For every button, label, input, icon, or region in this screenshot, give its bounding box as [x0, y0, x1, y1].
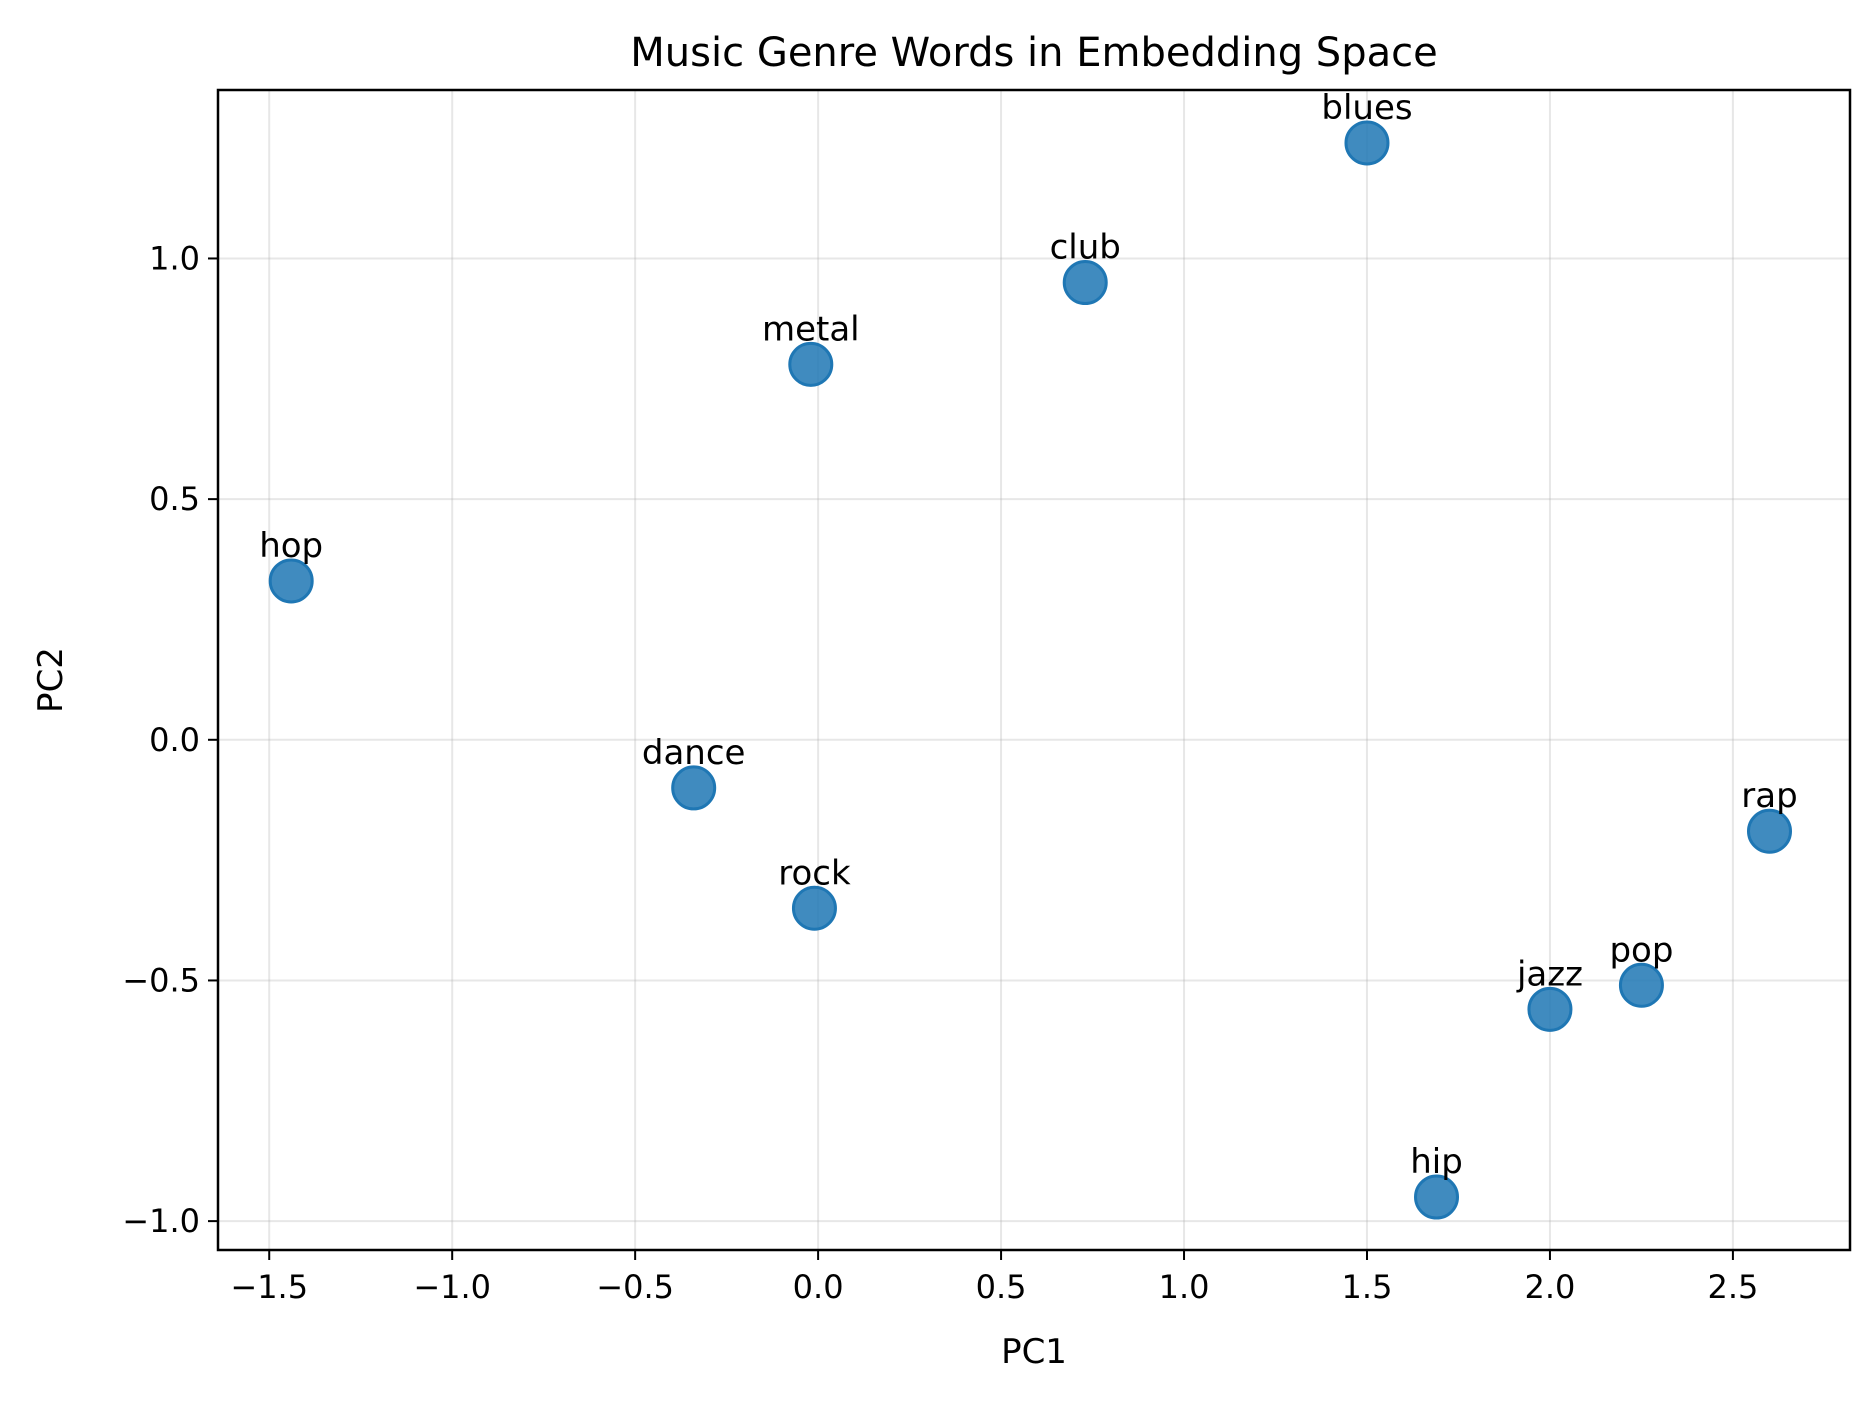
point-label-rap: rap: [1741, 776, 1797, 816]
point-rock: [791, 885, 837, 931]
x-tick-label: 1.5: [1342, 1268, 1393, 1306]
x-axis-ticks: −1.5 −1.0 −0.5 0.0 0.5 1.0 1.5 2.0 2.5: [230, 1250, 1758, 1306]
x-tick-label: −1.5: [230, 1268, 308, 1306]
y-tick-label: −0.5: [122, 961, 200, 999]
point-label-hip: hip: [1410, 1142, 1463, 1182]
x-tick-label: −1.0: [413, 1268, 491, 1306]
point-hop: [268, 558, 314, 604]
x-tick-label: 2.0: [1525, 1268, 1576, 1306]
point-label-rock: rock: [778, 853, 851, 893]
y-tick-label: −1.0: [122, 1202, 200, 1240]
y-tick-label: 0.5: [149, 480, 200, 518]
x-tick-label: 0.0: [793, 1268, 844, 1306]
point-club: [1062, 260, 1108, 306]
point-metal: [788, 341, 834, 387]
y-axis-label: PC2: [31, 647, 71, 713]
point-pop: [1618, 962, 1664, 1008]
point-label-jazz: jazz: [1516, 954, 1583, 994]
x-tick-label: −0.5: [596, 1268, 674, 1306]
point-dance: [671, 765, 717, 811]
y-axis-ticks: −1.0 −0.5 0.0 0.5 1.0: [122, 239, 218, 1240]
chart-title: Music Genre Words in Embedding Space: [630, 30, 1437, 76]
x-tick-label: 1.0: [1159, 1268, 1210, 1306]
y-tick-label: 1.0: [149, 239, 200, 277]
y-tick-label: 0.0: [149, 721, 200, 759]
point-hip: [1414, 1174, 1460, 1220]
point-label-hop: hop: [259, 526, 323, 566]
point-label-blues: blues: [1321, 88, 1412, 128]
point-blues: [1344, 120, 1390, 166]
point-rap: [1746, 808, 1792, 854]
point-label-metal: metal: [762, 309, 860, 349]
plot-frame: [216, 88, 1852, 1252]
x-tick-label: 0.5: [976, 1268, 1027, 1306]
x-axis-label: PC1: [1001, 1332, 1067, 1372]
point-jazz: [1527, 986, 1573, 1032]
point-label-dance: dance: [642, 733, 746, 773]
x-tick-label: 2.5: [1707, 1268, 1758, 1306]
point-label-pop: pop: [1609, 930, 1673, 970]
grid-lines: [218, 90, 1850, 1250]
point-label-club: club: [1050, 228, 1121, 268]
data-points: [268, 120, 1792, 1220]
